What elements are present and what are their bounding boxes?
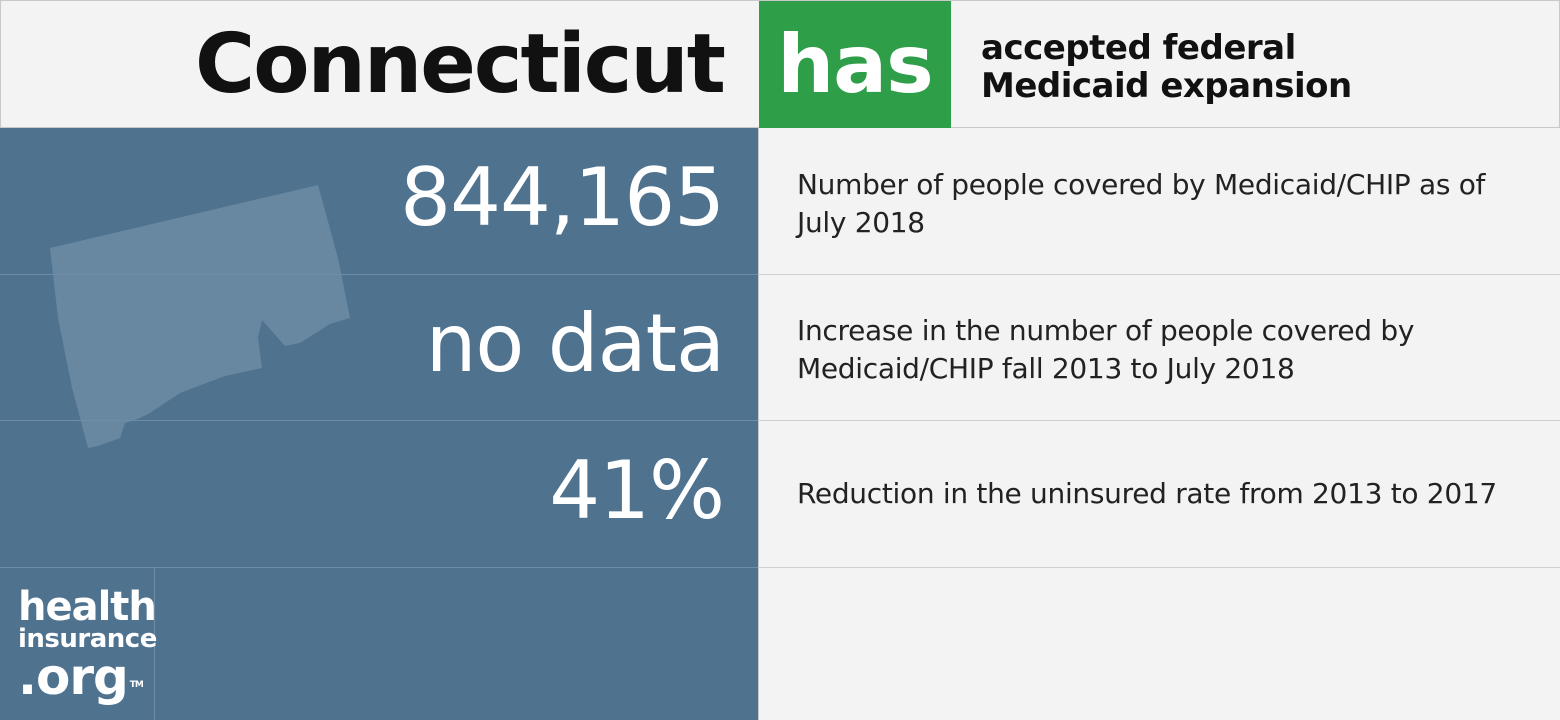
status-description: accepted federal Medicaid expansion xyxy=(981,28,1352,106)
header-bar: Connecticut has accepted federal Medicai… xyxy=(0,0,1560,129)
stats-value-panel xyxy=(0,128,758,720)
state-silhouette-icon xyxy=(50,185,350,448)
logo-line-org: .org TM xyxy=(18,652,157,702)
logo-org-text: .org xyxy=(18,648,129,706)
healthinsurance-logo: health insurance .org TM xyxy=(0,568,157,720)
stat-label: Increase in the number of people covered… xyxy=(797,314,1415,385)
row-divider xyxy=(758,420,1560,421)
row-divider xyxy=(0,274,758,275)
stat-label: Reduction in the uninsured rate from 201… xyxy=(797,477,1497,510)
stat-value: 844,165 xyxy=(400,151,725,244)
stat-row-uninsured: 41% Reduction in the uninsured rate from… xyxy=(0,421,1560,568)
state-name: Connecticut xyxy=(195,17,726,112)
status-badge: has xyxy=(759,1,951,129)
row-divider xyxy=(758,274,1560,275)
stat-value: 41% xyxy=(549,444,725,537)
trademark-mark: TM xyxy=(129,680,144,690)
row-divider xyxy=(0,420,758,421)
stat-value: no data xyxy=(425,297,725,390)
row-divider xyxy=(0,567,758,568)
logo-wordmark: health insurance .org TM xyxy=(18,584,157,702)
stat-label: Number of people covered by Medicaid/CHI… xyxy=(797,168,1486,239)
row-divider xyxy=(758,567,1560,568)
logo-line-insurance: insurance xyxy=(18,624,157,654)
stat-row-coverage: 844,165 Number of people covered by Medi… xyxy=(0,128,1560,275)
stats-label-panel xyxy=(758,128,1560,720)
status-badge-label: has xyxy=(777,18,934,111)
stat-row-increase: no data Increase in the number of people… xyxy=(0,274,1560,421)
logo-line-health: health xyxy=(18,584,157,630)
